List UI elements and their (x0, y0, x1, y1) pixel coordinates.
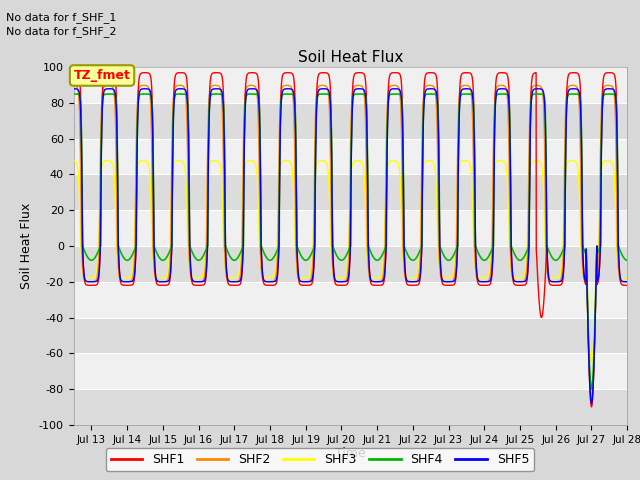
Y-axis label: Soil Heat Flux: Soil Heat Flux (20, 203, 33, 289)
Title: Soil Heat Flux: Soil Heat Flux (298, 49, 403, 65)
Bar (74, 353, 627, 389)
Legend: SHF1, SHF2, SHF3, SHF4, SHF5: SHF1, SHF2, SHF3, SHF4, SHF5 (106, 448, 534, 471)
Text: No data for f_SHF_1: No data for f_SHF_1 (6, 12, 116, 23)
X-axis label: Time: Time (335, 447, 366, 460)
Bar (74, 139, 627, 175)
Bar (74, 389, 627, 425)
Bar (74, 103, 627, 139)
Bar (74, 67, 627, 103)
Text: No data for f_SHF_2: No data for f_SHF_2 (6, 26, 117, 37)
Bar (74, 246, 627, 282)
Bar (74, 318, 627, 353)
Text: TZ_fmet: TZ_fmet (74, 69, 131, 82)
Bar (74, 175, 627, 210)
Bar (74, 282, 627, 318)
Bar (74, 210, 627, 246)
